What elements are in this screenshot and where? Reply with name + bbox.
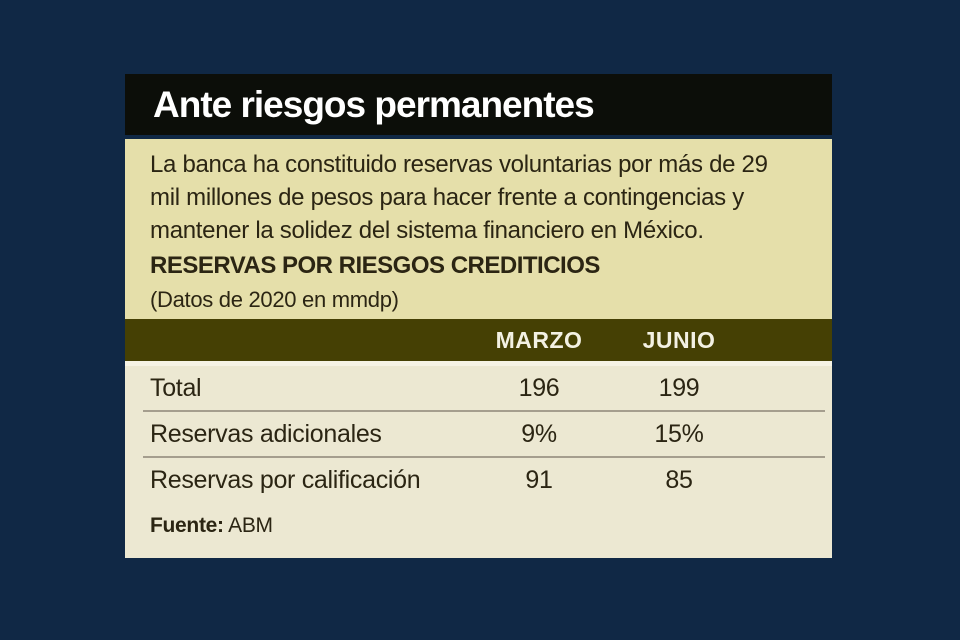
- intro-paragraph-line: La banca ha constituido reservas volunta…: [150, 151, 768, 178]
- table-section: Total 196 199 Reservas adicionales 9% 15…: [125, 361, 832, 558]
- cell-junio: 85: [665, 465, 693, 494]
- row-label: Reservas por calificación: [150, 465, 421, 494]
- table-row: Reservas por calificación 91 85: [125, 458, 832, 502]
- row-label: Total: [150, 373, 202, 402]
- section-heading: RESERVAS POR RIESGOS CREDITICIOS: [150, 252, 600, 279]
- table-row: Total 196 199: [125, 366, 832, 410]
- cell-marzo: 9%: [521, 419, 557, 448]
- intro-paragraph-line: mantener la solidez del sistema financie…: [150, 217, 704, 244]
- cell-junio: 15%: [654, 419, 704, 448]
- cell-marzo: 196: [518, 373, 560, 402]
- source-label: Fuente:: [150, 514, 224, 537]
- column-header-junio: JUNIO: [642, 326, 716, 353]
- cell-junio: 199: [658, 373, 700, 402]
- cell-marzo: 91: [525, 465, 553, 494]
- table-row: Reservas adicionales 9% 15%: [125, 412, 832, 456]
- column-header-marzo: MARZO: [495, 326, 583, 353]
- row-separator: [143, 410, 825, 412]
- row-separator: [143, 456, 825, 458]
- table-header-row: MARZO JUNIO: [125, 319, 832, 361]
- page-title: Ante riesgos permanentes: [153, 84, 595, 125]
- unit-note: (Datos de 2020 en mmdp): [150, 287, 399, 312]
- intro-paragraph: La banca ha constituido reservas volunta…: [150, 148, 807, 247]
- title-bar: Ante riesgos permanentes: [125, 74, 832, 135]
- source-value: ABM: [223, 514, 273, 537]
- intro-panel: La banca ha constituido reservas volunta…: [125, 139, 832, 319]
- intro-paragraph-line: mil millones de pesos para hacer frente …: [150, 184, 744, 211]
- source-line: Fuente: ABM: [150, 514, 832, 538]
- row-label: Reservas adicionales: [150, 419, 382, 448]
- infographic-card: Ante riesgos permanentes La banca ha con…: [125, 74, 832, 558]
